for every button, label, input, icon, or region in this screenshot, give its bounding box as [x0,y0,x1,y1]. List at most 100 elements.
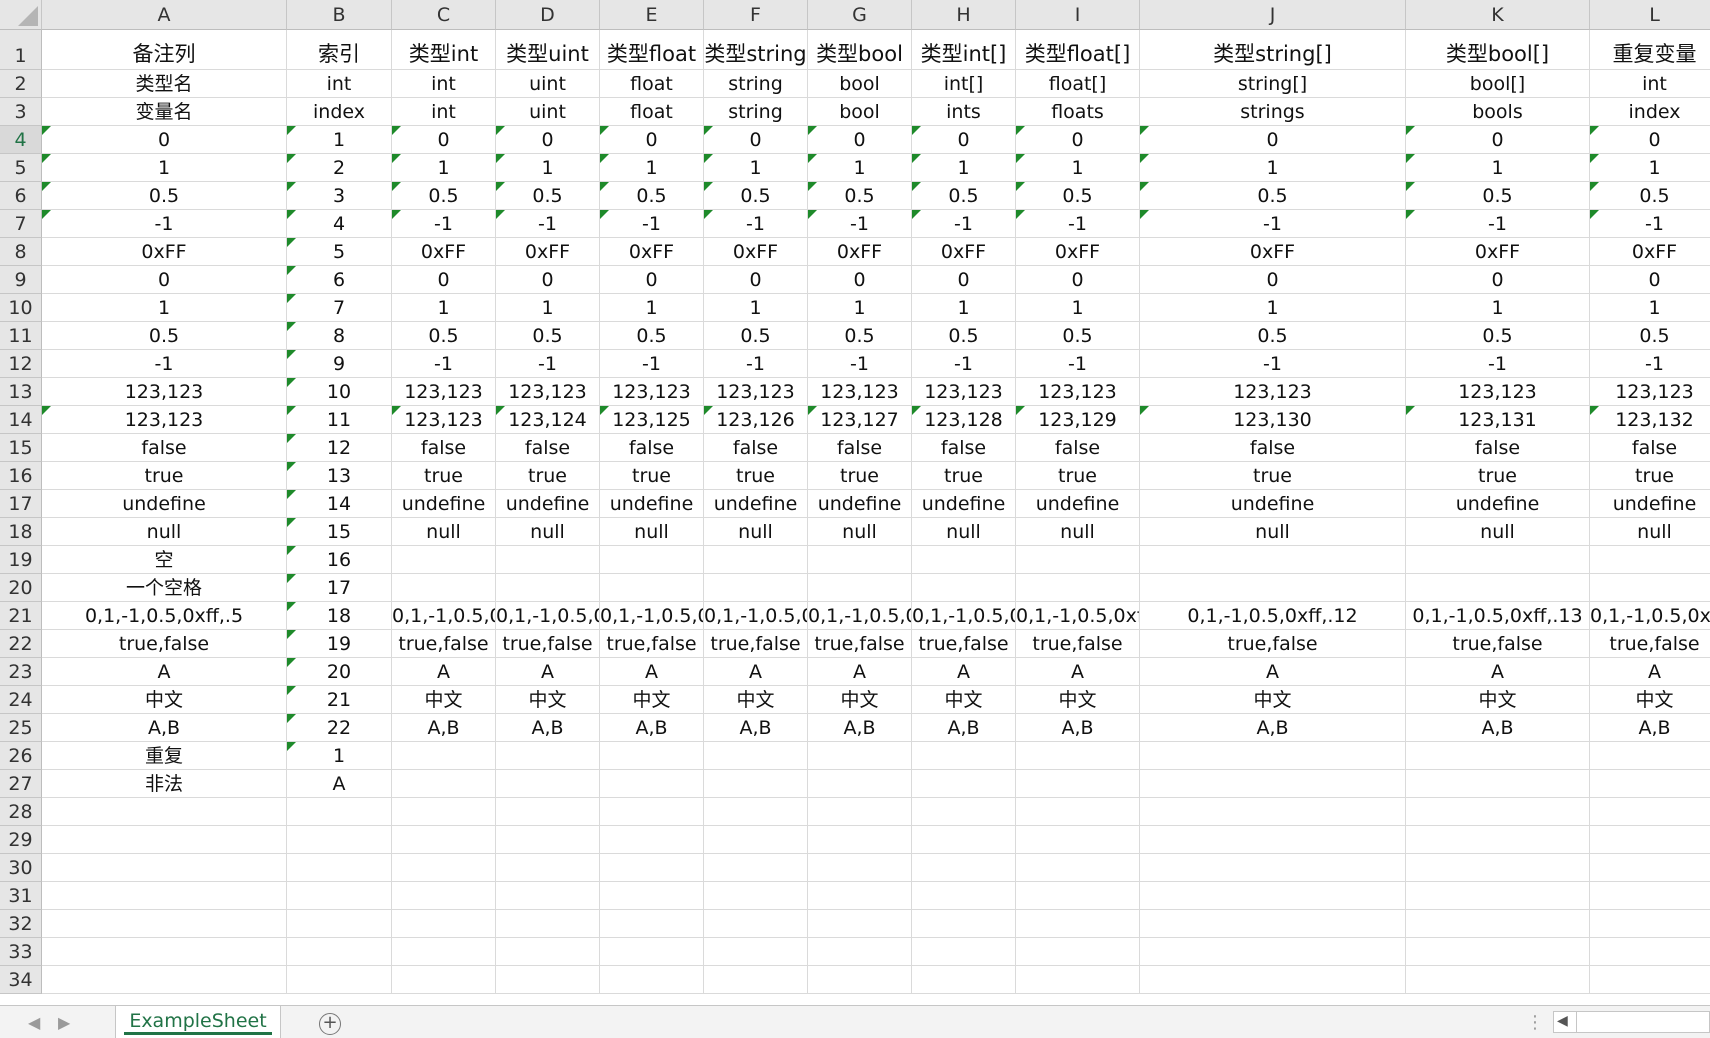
cell-e16[interactable]: true [600,462,704,490]
cell-b13[interactable]: 10 [287,378,392,406]
cell-k25[interactable]: A,B [1406,714,1590,742]
cell-b33[interactable] [287,938,392,966]
row-header-16[interactable]: 16 [0,462,42,490]
cell-h27[interactable] [912,770,1016,798]
cell-a13[interactable]: 123,123 [42,378,287,406]
cell-i6[interactable]: 0.5 [1016,182,1140,210]
cell-b4[interactable]: 1 [287,126,392,154]
cell-a24[interactable]: 中文 [42,686,287,714]
cell-l11[interactable]: 0.5 [1590,322,1710,350]
sheet-tab-examplesheet[interactable]: ExampleSheet [115,1006,281,1038]
cell-g29[interactable] [808,826,912,854]
cell-g12[interactable]: -1 [808,350,912,378]
cell-a9[interactable]: 0 [42,266,287,294]
cell-k23[interactable]: A [1406,658,1590,686]
cell-f34[interactable] [704,966,808,994]
cell-i26[interactable] [1016,742,1140,770]
cell-g21[interactable]: 0,1,-1,0.5,0xff,.10 [808,602,912,630]
row-header-4[interactable]: 4 [0,126,42,154]
row-header-28[interactable]: 28 [0,798,42,826]
cell-j7[interactable]: -1 [1140,210,1406,238]
cell-k21[interactable]: 0,1,-1,0.5,0xff,.13 [1406,602,1590,630]
cell-j17[interactable]: undefine [1140,490,1406,518]
cell-j30[interactable] [1140,854,1406,882]
cell-k2[interactable]: bool[] [1406,70,1590,98]
cell-g16[interactable]: true [808,462,912,490]
cell-e23[interactable]: A [600,658,704,686]
cell-c28[interactable] [392,798,496,826]
cell-b10[interactable]: 7 [287,294,392,322]
cell-b9[interactable]: 6 [287,266,392,294]
cell-i16[interactable]: true [1016,462,1140,490]
cell-i19[interactable] [1016,546,1140,574]
cell-j24[interactable]: 中文 [1140,686,1406,714]
cell-e10[interactable]: 1 [600,294,704,322]
row-header-11[interactable]: 11 [0,322,42,350]
cell-j18[interactable]: null [1140,518,1406,546]
cell-g31[interactable] [808,882,912,910]
cell-f10[interactable]: 1 [704,294,808,322]
cell-h33[interactable] [912,938,1016,966]
cell-l4[interactable]: 0 [1590,126,1710,154]
cell-h6[interactable]: 0.5 [912,182,1016,210]
cell-k1[interactable]: 类型bool[] [1406,30,1590,70]
cell-l3[interactable]: index [1590,98,1710,126]
cell-d13[interactable]: 123,123 [496,378,600,406]
cell-h13[interactable]: 123,123 [912,378,1016,406]
cell-f27[interactable] [704,770,808,798]
cell-f29[interactable] [704,826,808,854]
cell-k11[interactable]: 0.5 [1406,322,1590,350]
cell-j3[interactable]: strings [1140,98,1406,126]
cell-h16[interactable]: true [912,462,1016,490]
cell-j33[interactable] [1140,938,1406,966]
cell-l12[interactable]: -1 [1590,350,1710,378]
cell-b23[interactable]: 20 [287,658,392,686]
cell-i2[interactable]: float[] [1016,70,1140,98]
cell-d7[interactable]: -1 [496,210,600,238]
cell-h28[interactable] [912,798,1016,826]
cell-e11[interactable]: 0.5 [600,322,704,350]
column-header-l[interactable]: L [1590,0,1710,30]
cell-d2[interactable]: uint [496,70,600,98]
cell-e17[interactable]: undefine [600,490,704,518]
cell-a32[interactable] [42,910,287,938]
cell-d33[interactable] [496,938,600,966]
column-header-h[interactable]: H [912,0,1016,30]
column-header-e[interactable]: E [600,0,704,30]
cell-l6[interactable]: 0.5 [1590,182,1710,210]
cell-g14[interactable]: 123,127 [808,406,912,434]
cell-j20[interactable] [1140,574,1406,602]
cell-j14[interactable]: 123,130 [1140,406,1406,434]
cell-f13[interactable]: 123,123 [704,378,808,406]
cell-g32[interactable] [808,910,912,938]
row-header-8[interactable]: 8 [0,238,42,266]
cell-g20[interactable] [808,574,912,602]
cell-e34[interactable] [600,966,704,994]
cell-c25[interactable]: A,B [392,714,496,742]
cell-i9[interactable]: 0 [1016,266,1140,294]
cell-l21[interactable]: 0,1,-1,0.5,0xff,.14 [1590,602,1710,630]
cell-i14[interactable]: 123,129 [1016,406,1140,434]
row-header-23[interactable]: 23 [0,658,42,686]
cell-c31[interactable] [392,882,496,910]
cell-l19[interactable] [1590,546,1710,574]
cell-d20[interactable] [496,574,600,602]
cell-k16[interactable]: true [1406,462,1590,490]
cell-k5[interactable]: 1 [1406,154,1590,182]
cell-k30[interactable] [1406,854,1590,882]
cell-h18[interactable]: null [912,518,1016,546]
cell-g22[interactable]: true,false [808,630,912,658]
row-header-5[interactable]: 5 [0,154,42,182]
cell-b6[interactable]: 3 [287,182,392,210]
cell-d25[interactable]: A,B [496,714,600,742]
cell-h25[interactable]: A,B [912,714,1016,742]
cell-i23[interactable]: A [1016,658,1140,686]
cell-f33[interactable] [704,938,808,966]
cell-f6[interactable]: 0.5 [704,182,808,210]
scroll-left-icon[interactable]: ◀ [1557,1013,1568,1029]
column-header-g[interactable]: G [808,0,912,30]
cell-b34[interactable] [287,966,392,994]
cell-f20[interactable] [704,574,808,602]
cell-f9[interactable]: 0 [704,266,808,294]
cell-i31[interactable] [1016,882,1140,910]
